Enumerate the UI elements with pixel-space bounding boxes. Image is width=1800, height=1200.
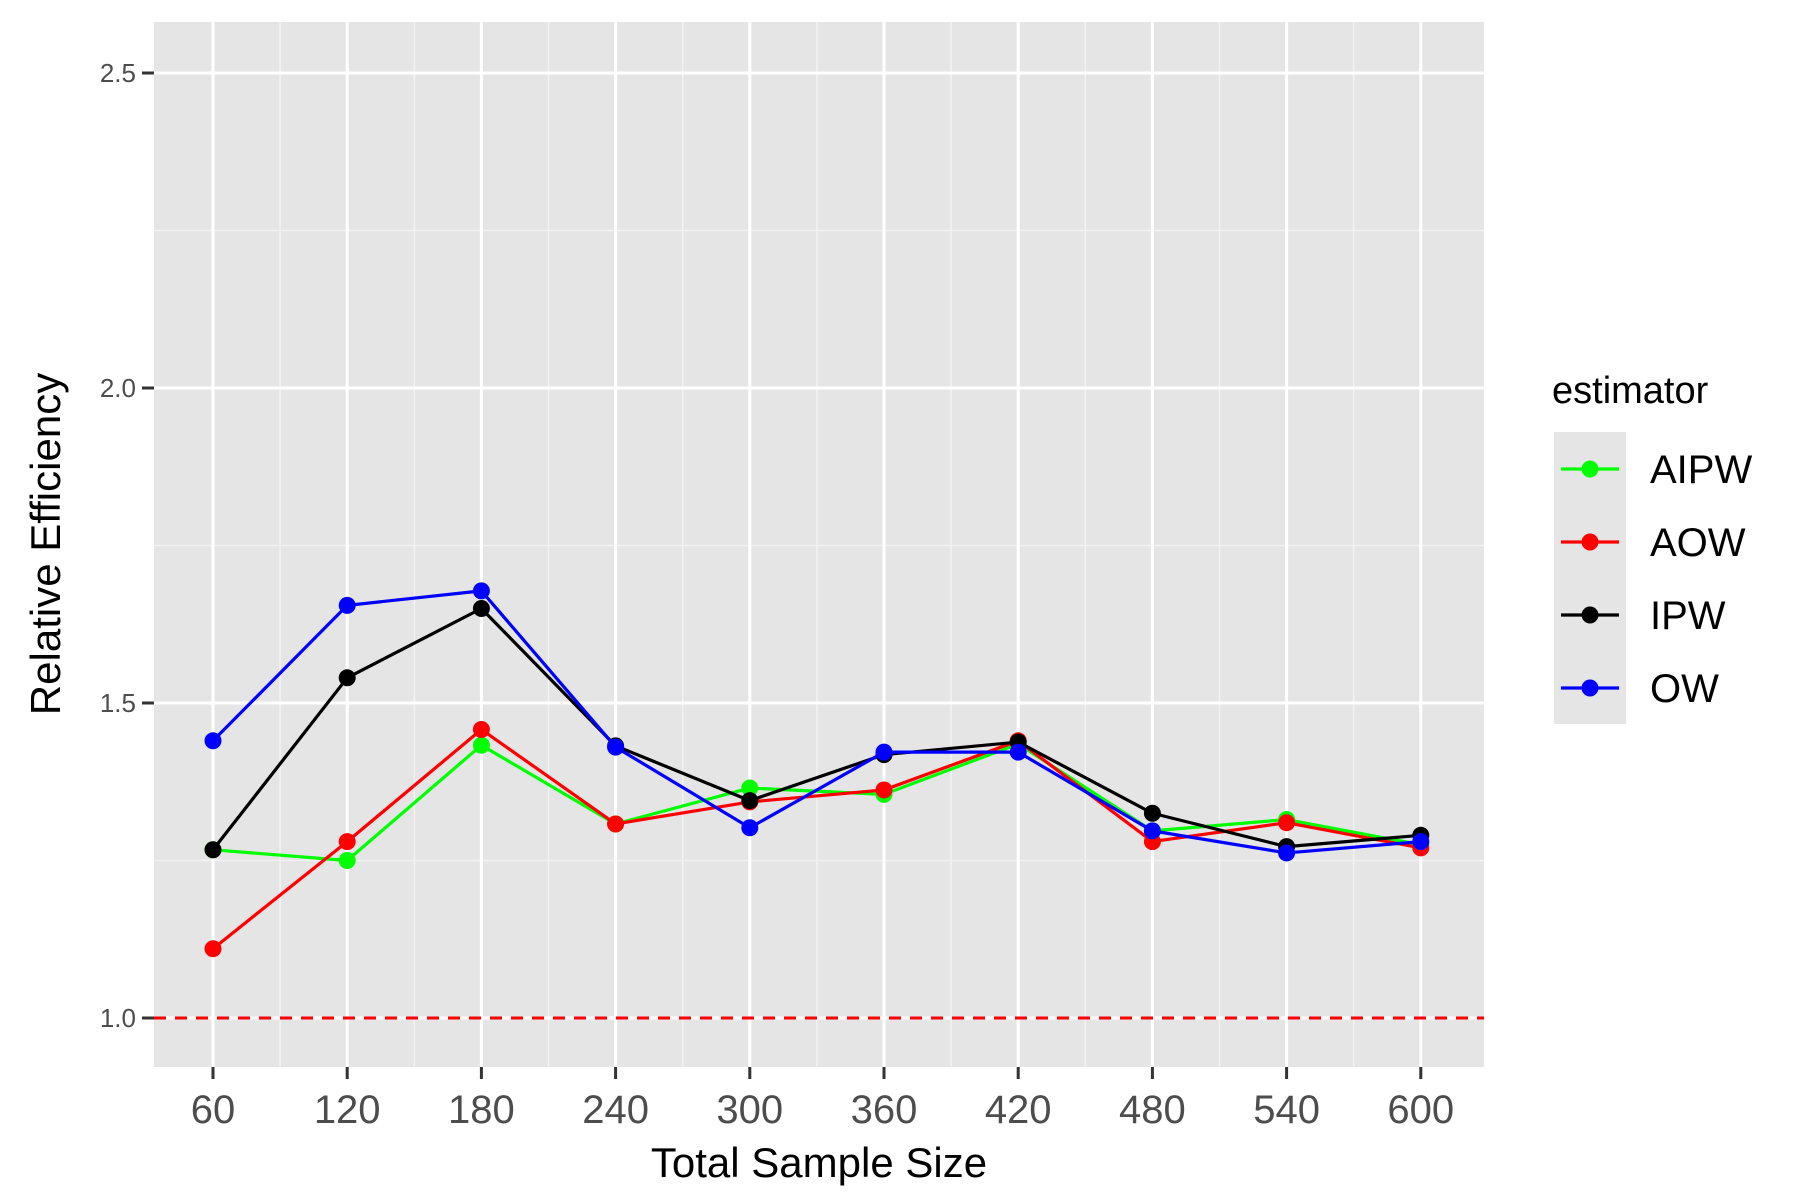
x-tick-label: 180 bbox=[448, 1088, 515, 1132]
data-point-aow bbox=[875, 781, 893, 799]
y-tick-label: 2.5 bbox=[100, 58, 136, 88]
data-point-ipw bbox=[741, 792, 759, 810]
legend-key-point bbox=[1581, 606, 1599, 624]
data-point-ow bbox=[204, 732, 222, 750]
data-point-ipw bbox=[338, 669, 356, 687]
data-point-ipw bbox=[472, 600, 490, 617]
series-line-aow bbox=[212, 727, 1422, 950]
data-point-aow bbox=[338, 833, 356, 851]
x-tick-label: 240 bbox=[582, 1088, 649, 1132]
data-point-aow bbox=[472, 720, 490, 738]
data-point-ow bbox=[1009, 743, 1027, 761]
x-tick-label: 60 bbox=[191, 1088, 236, 1132]
data-point-aipw bbox=[472, 736, 490, 754]
data-point-ow bbox=[875, 743, 893, 761]
data-point-aow bbox=[1278, 814, 1296, 832]
series-ow bbox=[204, 582, 1430, 862]
legend-item-aipw: AIPW bbox=[1561, 448, 1752, 492]
y-tick-label: 2.0 bbox=[100, 373, 136, 403]
legend-label: OW bbox=[1650, 667, 1719, 711]
data-point-ow bbox=[741, 819, 759, 837]
x-tick-label: 420 bbox=[985, 1088, 1052, 1132]
y-axis-title: Relative Efficiency bbox=[22, 373, 69, 715]
y-tick-label: 1.0 bbox=[100, 1003, 136, 1033]
data-point-ow bbox=[338, 596, 356, 614]
data-point-aipw bbox=[338, 852, 356, 869]
x-tick-label: 120 bbox=[314, 1088, 381, 1132]
y-tick-label: 1.5 bbox=[100, 688, 136, 718]
legend-item-ow: OW bbox=[1561, 667, 1719, 711]
minor-gridlines bbox=[154, 22, 1484, 1067]
data-point-ow bbox=[1412, 833, 1430, 851]
data-point-aow bbox=[607, 815, 625, 833]
x-axis: 60 120 180 240 300 360 420 480 540 600 bbox=[191, 1067, 1454, 1132]
legend-label: AOW bbox=[1650, 521, 1746, 565]
legend-key-point bbox=[1581, 460, 1599, 478]
x-tick-label: 360 bbox=[851, 1088, 918, 1132]
legend-item-ipw: IPW bbox=[1561, 594, 1726, 638]
series-layer bbox=[204, 582, 1430, 958]
data-point-ow bbox=[472, 582, 490, 600]
legend-label: IPW bbox=[1650, 594, 1726, 638]
data-point-aipw bbox=[741, 779, 759, 797]
data-point-ipw bbox=[204, 841, 222, 859]
legend-key-background bbox=[1554, 432, 1626, 724]
x-tick-label: 480 bbox=[1119, 1088, 1186, 1132]
x-tick-label: 600 bbox=[1387, 1088, 1454, 1132]
data-point-ow bbox=[1143, 822, 1161, 840]
legend-item-aow: AOW bbox=[1561, 521, 1746, 565]
x-tick-label: 300 bbox=[716, 1088, 783, 1132]
data-point-ow bbox=[1278, 844, 1296, 862]
legend-key-point bbox=[1581, 679, 1599, 697]
legend-key-point bbox=[1581, 533, 1599, 551]
legend-items: AIPW AOW IPW OW bbox=[1561, 448, 1752, 711]
series-line-ow bbox=[211, 589, 1421, 855]
legend-label: AIPW bbox=[1650, 448, 1752, 492]
x-axis-title: Total Sample Size bbox=[651, 1139, 987, 1186]
legend-title: estimator bbox=[1552, 370, 1709, 412]
series-line-ipw bbox=[211, 606, 1421, 851]
legend: estimator AIPW AOW IPW OW bbox=[1552, 370, 1752, 724]
data-point-ow bbox=[607, 738, 625, 756]
y-axis: 1.0 1.5 2.0 2.5 bbox=[100, 58, 154, 1033]
data-point-aow bbox=[204, 940, 222, 958]
data-point-ipw bbox=[1143, 804, 1161, 822]
major-gridlines bbox=[154, 22, 1484, 1067]
panel-background bbox=[154, 22, 1484, 1067]
x-tick-label: 540 bbox=[1253, 1088, 1320, 1132]
